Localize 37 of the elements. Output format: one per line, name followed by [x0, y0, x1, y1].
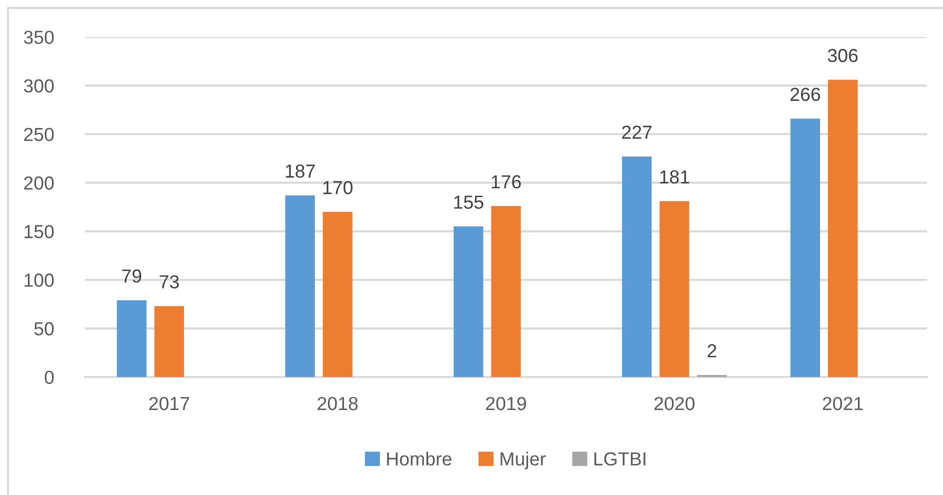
bar	[116, 300, 146, 377]
data-label: 187	[286, 164, 315, 178]
y-tick-label: 350	[24, 30, 54, 44]
y-tick-label: 250	[24, 128, 54, 142]
legend-label: LGTBI	[594, 452, 646, 466]
bar	[454, 226, 484, 377]
x-tick-label: 2017	[149, 396, 190, 410]
y-tick-label: 200	[24, 176, 54, 190]
x-tick-label: 2021	[822, 396, 863, 410]
x-tick-label: 2019	[486, 396, 526, 410]
y-tick-label: 100	[24, 274, 54, 287]
y-tick-label: 150	[24, 224, 54, 238]
x-tick-label: 2020	[654, 396, 695, 410]
bar	[491, 206, 521, 377]
bar	[622, 156, 652, 377]
bar	[154, 306, 184, 377]
legend-label: Mujer	[500, 452, 546, 470]
data-label: 170	[323, 180, 353, 194]
y-tick-label: 300	[24, 79, 54, 93]
data-label: 306	[828, 48, 858, 62]
data-label: 155	[454, 196, 484, 209]
x-tick-label: 2018	[318, 396, 358, 410]
data-label: 73	[160, 275, 179, 288]
legend-label: Hombre	[387, 452, 452, 466]
bar	[828, 80, 858, 377]
data-label: 2	[708, 344, 716, 358]
bar	[285, 195, 315, 377]
data-label: 181	[660, 170, 690, 184]
bar	[660, 201, 690, 377]
bar	[790, 118, 820, 377]
data-label: 227	[622, 126, 652, 139]
y-tick-label: 0	[44, 370, 54, 384]
data-label: 266	[790, 88, 820, 102]
data-label: 176	[492, 175, 521, 188]
y-tick-label: 50	[34, 322, 54, 336]
data-label: 79	[122, 269, 142, 283]
bar	[322, 212, 352, 377]
